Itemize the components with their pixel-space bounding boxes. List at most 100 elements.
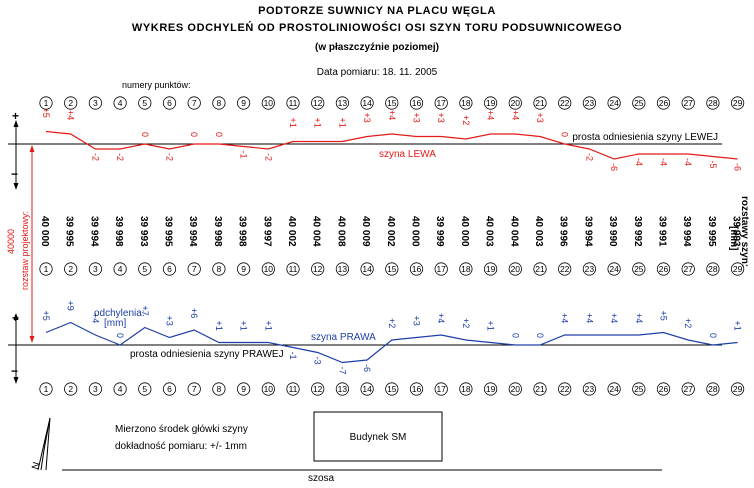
gauge-value: 39 998 (212, 216, 223, 247)
point-number: 7 (192, 384, 197, 394)
deviation-label: +3 (436, 113, 446, 123)
point-marker-row1: 5 (138, 96, 152, 110)
point-number: 22 (560, 264, 570, 274)
point-number: 28 (708, 384, 718, 394)
point-number: 23 (585, 384, 595, 394)
deviation-label: -2 (584, 153, 594, 161)
point-number: 4 (118, 384, 123, 394)
deviation-label: -2 (90, 153, 100, 161)
deviation-label: +2 (683, 318, 693, 328)
design-gauge-label: rozstaw projektowy: (20, 211, 30, 290)
point-number: 28 (708, 264, 718, 274)
gauge-value: 39 993 (731, 216, 742, 247)
point-number: 23 (585, 98, 595, 108)
deviations-title: odchylenia: (94, 308, 145, 319)
point-marker-row3: 26 (656, 382, 671, 396)
deviation-label: -4 (634, 158, 644, 166)
point-marker-row2: 14 (360, 262, 374, 276)
point-marker-row1: 12 (311, 96, 325, 110)
deviation-label: +5 (41, 108, 51, 118)
deviation-label: 0 (140, 132, 150, 137)
gauge-value: 40 002 (286, 216, 297, 247)
point-marker-row3: 29 (730, 382, 745, 396)
point-marker-row2: 24 (607, 262, 621, 276)
design-gauge-value: 40000 (6, 229, 16, 254)
point-number: 4 (118, 98, 123, 108)
gauge-value: 39 994 (88, 216, 99, 247)
gauge-value: 39 996 (558, 216, 569, 247)
deviation-label: -6 (733, 163, 743, 171)
point-marker-row2: 25 (632, 262, 646, 276)
point-number: 4 (118, 264, 123, 274)
point-marker-row1: 11 (286, 96, 300, 110)
point-number: 5 (142, 264, 147, 274)
deviation-label: 0 (115, 333, 125, 338)
deviation-label: -6 (362, 364, 372, 372)
point-number: 29 (733, 384, 743, 394)
point-marker-row1: 15 (385, 96, 399, 110)
point-marker-row2: 9 (237, 262, 251, 276)
point-number: 14 (362, 384, 372, 394)
point-marker-row3: 23 (582, 382, 597, 396)
point-number: 12 (313, 264, 323, 274)
deviation-label: +5 (41, 311, 51, 321)
point-marker-row2: 19 (483, 262, 498, 276)
point-marker-row1: 16 (409, 96, 424, 110)
point-marker-row1: 3 (88, 96, 103, 110)
point-number: 26 (659, 264, 669, 274)
point-marker-row2: 10 (261, 262, 275, 276)
right-rail-label: szyna PRAWA (311, 332, 376, 343)
deviation-label: +4 (436, 313, 446, 323)
deviation-label: +1 (263, 321, 273, 331)
point-number: 20 (511, 384, 521, 394)
point-marker-row3: 28 (706, 382, 720, 396)
point-number: 24 (609, 98, 619, 108)
point-marker-row3: 15 (385, 382, 399, 396)
point-number: 3 (93, 98, 98, 108)
point-marker-row1: 27 (681, 96, 695, 110)
point-number: 28 (708, 98, 718, 108)
point-marker-row2: 11 (286, 262, 300, 276)
point-marker-row2: 1 (39, 262, 53, 276)
left-plus-sign: + (12, 109, 19, 123)
point-marker-row3: 9 (237, 382, 251, 396)
point-marker-row3: 11 (286, 382, 300, 396)
point-marker-row3: 25 (632, 382, 646, 396)
point-number: 21 (535, 98, 545, 108)
gauge-value: 40 004 (508, 216, 519, 247)
left-sign-axis (13, 120, 19, 384)
point-number: 13 (338, 384, 348, 394)
deviation-label: +3 (165, 316, 175, 326)
point-number: 21 (535, 384, 545, 394)
deviation-label: +1 (239, 321, 249, 331)
deviation-label: -4 (683, 158, 693, 166)
point-number: 11 (289, 384, 298, 394)
left-rail-label: szyna LEWA (379, 149, 436, 160)
title-line-3: (w płaszczyźnie poziomej) (315, 42, 439, 53)
gauge-axis-label: rozstawy szyn: (739, 196, 750, 267)
point-number: 16 (412, 384, 422, 394)
point-number: 15 (387, 264, 397, 274)
point-marker-row1: 2 (64, 96, 78, 110)
point-number: 20 (511, 264, 521, 274)
gauge-value: 39 994 (187, 216, 198, 247)
point-number: 9 (241, 264, 246, 274)
left-minus-sign: − (11, 167, 18, 181)
point-number: 7 (192, 98, 197, 108)
gauge-value: 40 000 (410, 216, 421, 247)
deviation-label: 0 (510, 333, 520, 338)
building-label: Budynek SM (350, 432, 407, 443)
gauge-value: 39 994 (681, 216, 692, 247)
point-number: 17 (436, 384, 446, 394)
deviation-label: 0 (708, 333, 718, 338)
point-marker-row1: 1 (39, 96, 53, 110)
deviation-label: +4 (387, 110, 397, 120)
north-label: N (30, 461, 42, 471)
point-number: 29 (733, 264, 743, 274)
point-number: 21 (535, 264, 545, 274)
point-marker-row3: 20 (508, 382, 522, 396)
point-marker-row1: 21 (533, 96, 547, 110)
gauge-value: 39 997 (261, 216, 272, 247)
point-marker-row1: 20 (508, 96, 522, 110)
